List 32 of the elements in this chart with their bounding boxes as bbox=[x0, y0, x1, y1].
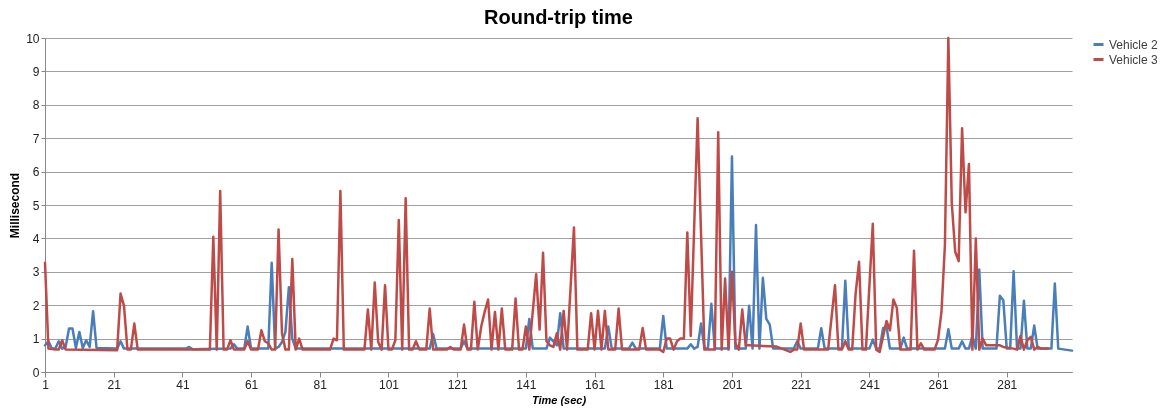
y-tick-label: 0 bbox=[32, 365, 40, 380]
y-tick-label: 8 bbox=[32, 98, 40, 113]
y-tick-label: 2 bbox=[32, 298, 40, 313]
x-tick-label: 81 bbox=[313, 377, 328, 392]
x-tick-label: 1 bbox=[42, 377, 50, 392]
x-tick-label: 141 bbox=[516, 377, 537, 392]
legend-label: Vehicle 2 bbox=[1109, 37, 1159, 52]
chart-title: Round-trip time bbox=[484, 6, 633, 28]
y-tick-label: 1 bbox=[32, 332, 40, 347]
y-axis-title: Millisecond bbox=[8, 172, 23, 239]
x-tick-label: 61 bbox=[244, 377, 259, 392]
x-tick-label: 121 bbox=[447, 377, 469, 392]
x-tick-label: 201 bbox=[722, 377, 743, 392]
x-tick-label: 241 bbox=[859, 377, 881, 392]
x-axis-title: Time (sec) bbox=[531, 393, 587, 406]
x-tick-label: 281 bbox=[997, 377, 1018, 392]
y-tick-label: 7 bbox=[32, 131, 40, 146]
line-series bbox=[43, 36, 1050, 354]
x-tick-label: 221 bbox=[791, 377, 812, 392]
x-tick-label: 41 bbox=[176, 377, 190, 392]
y-tick-label: 3 bbox=[32, 265, 40, 280]
y-tick-label: 5 bbox=[32, 198, 40, 213]
y-tick-label: 6 bbox=[32, 165, 40, 180]
legend-label: Vehicle 3 bbox=[1109, 52, 1159, 67]
x-tick-label: 101 bbox=[378, 377, 400, 392]
y-tick-label: 10 bbox=[26, 31, 40, 46]
y-tick-label: 4 bbox=[32, 231, 40, 246]
x-tick-label: 161 bbox=[585, 377, 606, 392]
y-tick-label: 9 bbox=[32, 64, 40, 79]
x-tick-label: 21 bbox=[107, 377, 122, 392]
x-tick-label: 261 bbox=[928, 377, 949, 392]
x-tick-label: 181 bbox=[653, 377, 675, 392]
